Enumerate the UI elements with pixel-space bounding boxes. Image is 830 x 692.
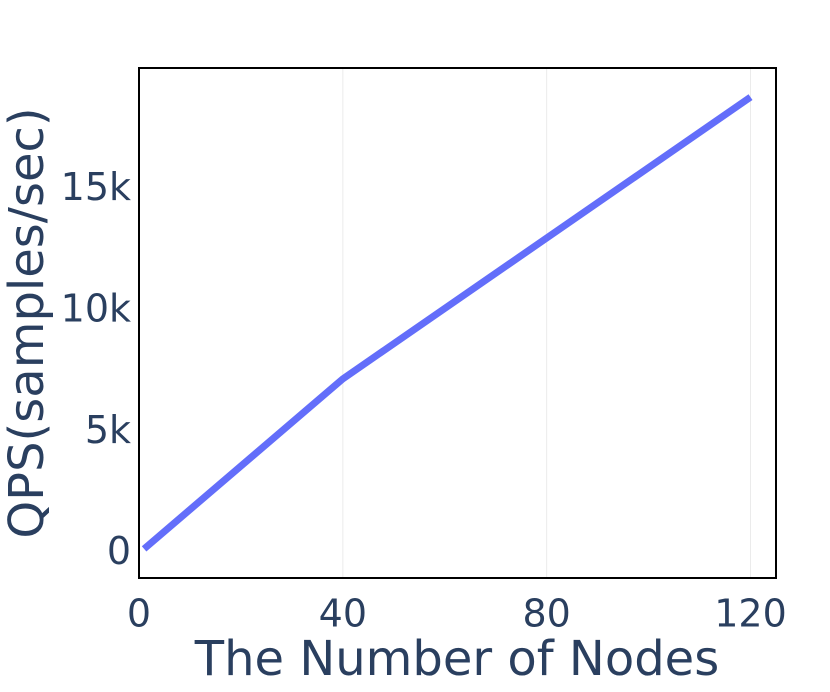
x-tick-label: 80 — [523, 592, 571, 636]
x-tick-label: 40 — [319, 592, 367, 636]
y-tick-label: 0 — [107, 529, 131, 573]
x-axis-title: The Number of Nodes — [194, 631, 719, 687]
x-tick-label: 0 — [127, 592, 151, 636]
plot-frame — [138, 67, 777, 579]
y-tick-label: 10k — [61, 286, 131, 330]
y-tick-label: 15k — [61, 165, 131, 209]
y-tick-label: 5k — [85, 408, 131, 452]
y-axis-title: QPS(samples/sec) — [0, 107, 55, 538]
data-line — [141, 94, 753, 552]
x-tick-label: 120 — [714, 592, 787, 636]
